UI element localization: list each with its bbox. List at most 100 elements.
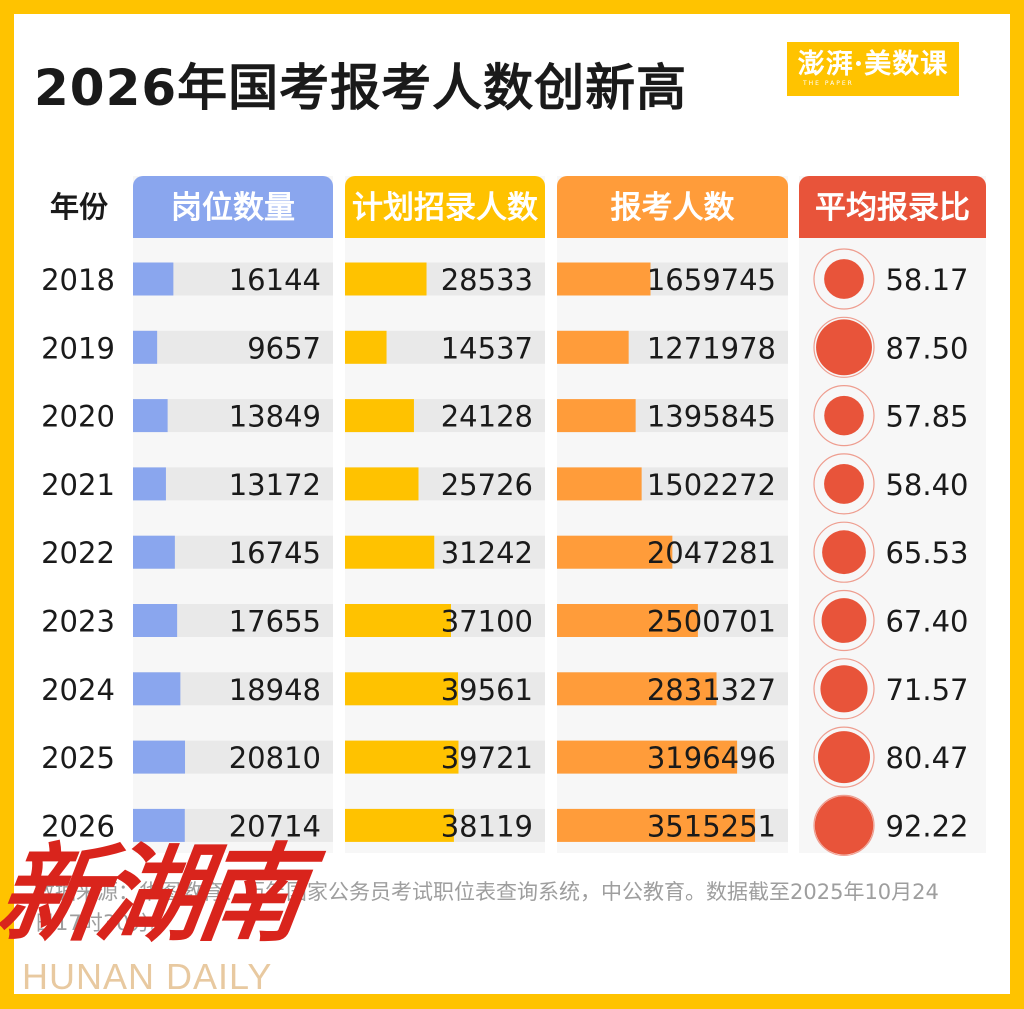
column-header-bg — [799, 176, 986, 238]
year-label: 2025 — [41, 741, 115, 775]
bar — [133, 740, 186, 774]
column-header-label: 岗位数量 — [171, 190, 295, 226]
bar — [345, 467, 419, 501]
ratio-bubble — [816, 319, 872, 376]
value-label: 9657 — [247, 331, 321, 365]
column-header-bg — [345, 176, 545, 238]
logo-subtext: THE PAPER — [803, 80, 854, 87]
bar — [133, 399, 168, 433]
column-header-bg — [557, 176, 788, 238]
ratio-ring — [813, 726, 875, 788]
bar — [557, 672, 717, 706]
value-label: 18948 — [229, 673, 321, 707]
bar — [557, 467, 642, 501]
ratio-bubble — [824, 395, 864, 436]
ratio-ring — [813, 794, 875, 857]
value-label: 16745 — [229, 536, 321, 570]
value-label: 37100 — [441, 605, 533, 639]
ratio-bubble — [820, 665, 868, 713]
bar — [557, 399, 636, 433]
bar — [133, 330, 158, 364]
value-label: 2500701 — [647, 605, 776, 639]
ratio-ring — [813, 385, 875, 447]
column-header-label: 报考人数 — [611, 190, 735, 226]
value-label: 17655 — [229, 605, 321, 639]
column-header-bg-base — [345, 226, 545, 238]
ratio-ring — [813, 521, 875, 583]
bar — [345, 740, 459, 774]
bar — [133, 672, 181, 706]
bar — [133, 262, 174, 296]
value-label: 1659745 — [647, 263, 776, 297]
ratio-bubble — [822, 530, 866, 575]
year-label: 2026 — [41, 809, 115, 843]
ratio-ring — [813, 658, 875, 720]
value-label: 2831327 — [647, 673, 776, 707]
ratio-label: 58.17 — [885, 263, 968, 297]
ratio-label: 58.40 — [885, 468, 968, 502]
chart-title: 2026年国考报考人数创新高 — [34, 59, 688, 117]
value-label: 2047281 — [647, 536, 776, 570]
logo-text: 澎湃·美数课 — [797, 49, 949, 80]
bar — [345, 535, 435, 569]
source-note: 数据来源：华图教育、历年国家公务员考试职位表查询系统，中公教育。数据截至2025… — [34, 880, 939, 935]
bar — [557, 262, 651, 296]
value-label: 31242 — [441, 536, 533, 570]
ratio-ring — [813, 589, 875, 652]
value-label: 13172 — [229, 468, 321, 502]
ratio-label: 80.47 — [885, 741, 968, 775]
ratio-ring — [813, 316, 875, 378]
value-label: 16144 — [229, 263, 321, 297]
ratio-bubble — [814, 796, 874, 855]
bar — [133, 604, 178, 637]
year-label: 2018 — [41, 263, 115, 297]
bar — [345, 604, 451, 637]
ratio-label: 87.50 — [885, 331, 968, 365]
bar-track — [133, 467, 333, 501]
ratio-ring — [813, 453, 875, 515]
bar — [345, 262, 427, 296]
year-label: 2019 — [41, 331, 115, 365]
value-label: 1271978 — [647, 331, 776, 365]
value-label: 20810 — [229, 741, 321, 775]
value-label: 25726 — [441, 468, 533, 502]
value-label: 13849 — [229, 400, 321, 434]
bar — [557, 330, 629, 364]
bar — [345, 330, 387, 364]
value-label: 39721 — [441, 741, 533, 775]
ratio-bubble — [824, 259, 864, 299]
year-label: 2020 — [41, 400, 115, 434]
bar — [133, 808, 185, 842]
bar — [345, 808, 454, 842]
value-label: 3515251 — [647, 809, 776, 843]
column-header-label: 计划招录人数 — [352, 190, 538, 226]
value-label: 38119 — [441, 809, 533, 843]
bar — [557, 808, 756, 842]
ratio-bubble — [824, 463, 864, 504]
ratio-ring — [813, 248, 875, 310]
bar — [133, 535, 175, 569]
bar — [345, 399, 414, 433]
bar — [345, 672, 459, 706]
bar — [557, 535, 673, 569]
year-label: 2021 — [41, 468, 115, 502]
column-header-bg-base — [133, 226, 333, 238]
value-label: 1502272 — [647, 468, 776, 502]
value-label: 20714 — [229, 809, 321, 843]
column-header-bg-base — [557, 226, 788, 238]
year-label: 2022 — [41, 536, 115, 570]
bar-track — [133, 330, 333, 364]
year-label: 2023 — [41, 605, 115, 639]
ratio-bubble — [821, 598, 867, 643]
column-header-label: 平均报录比 — [815, 190, 970, 226]
column-header-bg — [133, 176, 333, 238]
value-label: 3196496 — [647, 741, 776, 775]
ratio-label: 67.40 — [885, 605, 968, 639]
brand-logo: 澎湃·美数课 THE PAPER — [787, 42, 959, 96]
ratio-label: 71.57 — [885, 673, 968, 707]
ratio-bubble — [817, 731, 871, 784]
bar — [133, 467, 166, 501]
value-label: 1395845 — [647, 400, 776, 434]
value-label: 24128 — [441, 400, 533, 434]
